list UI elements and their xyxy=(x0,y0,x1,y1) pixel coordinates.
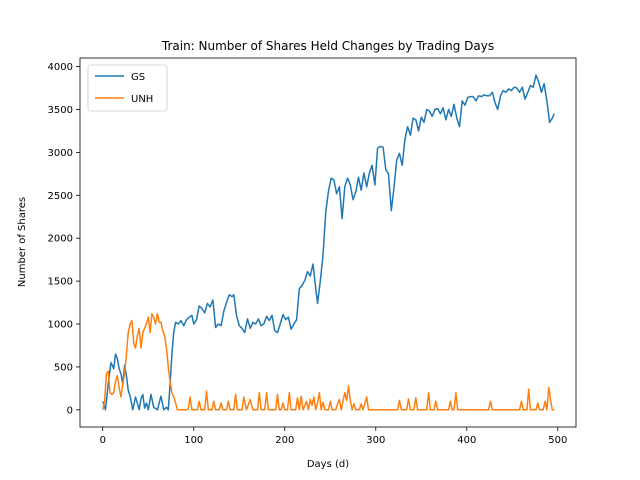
x-tick-label: 500 xyxy=(548,435,567,446)
y-tick-label: 0 xyxy=(67,405,73,416)
x-axis-label: Days (d) xyxy=(307,459,349,470)
y-tick-label: 1500 xyxy=(48,277,73,288)
x-tick-label: 100 xyxy=(184,435,203,446)
x-tick-label: 0 xyxy=(100,435,106,446)
y-tick-label: 3000 xyxy=(48,148,73,159)
x-tick-label: 400 xyxy=(457,435,476,446)
legend-box xyxy=(87,64,168,112)
legend-label-gs: GS xyxy=(131,72,145,83)
series-line-unh xyxy=(102,312,555,411)
y-tick-label: 4000 xyxy=(48,62,73,73)
y-tick-label: 1000 xyxy=(48,320,73,331)
x-tick-label: 300 xyxy=(366,435,385,446)
x-axis: 0 100 200 300 400 500 xyxy=(100,427,567,446)
legend: GS UNH xyxy=(87,64,168,112)
y-tick-label: 2500 xyxy=(48,191,73,202)
plot-area xyxy=(102,74,555,411)
x-tick-label: 200 xyxy=(275,435,294,446)
legend-label-unh: UNH xyxy=(131,94,153,105)
y-tick-label: 500 xyxy=(54,362,73,373)
y-axis-label: Number of Shares xyxy=(17,197,28,287)
chart-title: Train: Number of Shares Held Changes by … xyxy=(161,39,494,53)
plot-frame xyxy=(79,57,577,428)
y-tick-label: 2000 xyxy=(48,234,73,245)
y-axis: 0 500 1000 1500 2000 2500 3000 3500 4000 xyxy=(48,62,80,416)
series-line-gs xyxy=(102,74,555,411)
y-tick-label: 3500 xyxy=(48,105,73,116)
